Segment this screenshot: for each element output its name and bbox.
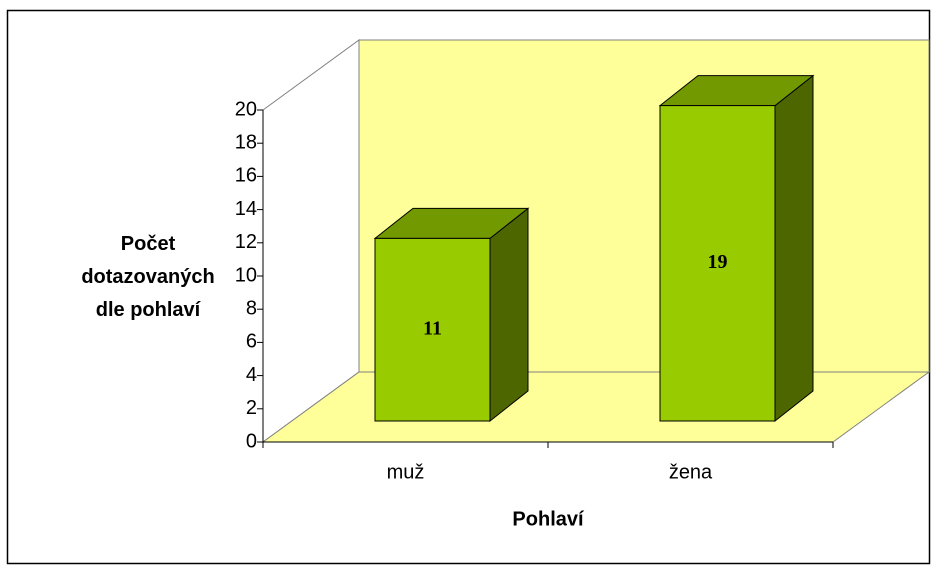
y-tick-label: 12 xyxy=(235,231,257,253)
y-tick-label: 10 xyxy=(235,264,257,286)
x-axis-title: Pohlaví xyxy=(512,508,585,530)
floor xyxy=(261,371,931,443)
bar-side xyxy=(489,207,529,423)
y-tick-label: 6 xyxy=(246,331,257,353)
y-tick-label: 16 xyxy=(235,165,257,187)
y-tick-label: 8 xyxy=(246,297,257,319)
y-tick-label: 2 xyxy=(246,397,257,419)
y-axis-title: Počet dotazovaných dle pohlaví xyxy=(81,233,215,321)
y-tick-label: 14 xyxy=(235,198,257,220)
side-wall xyxy=(262,39,360,443)
bar xyxy=(374,237,491,422)
data-label: 11 xyxy=(423,317,442,339)
x-tick-label: muž xyxy=(387,461,425,483)
y-tick-label: 0 xyxy=(246,430,257,452)
y-tick-label: 4 xyxy=(246,364,257,386)
data-label: 19 xyxy=(708,251,728,273)
bar xyxy=(659,105,776,422)
y-tick-label: 18 xyxy=(235,131,257,153)
bar-side xyxy=(774,74,814,423)
x-tick-label: žena xyxy=(669,461,713,483)
y-tick-label: 20 xyxy=(235,98,257,120)
